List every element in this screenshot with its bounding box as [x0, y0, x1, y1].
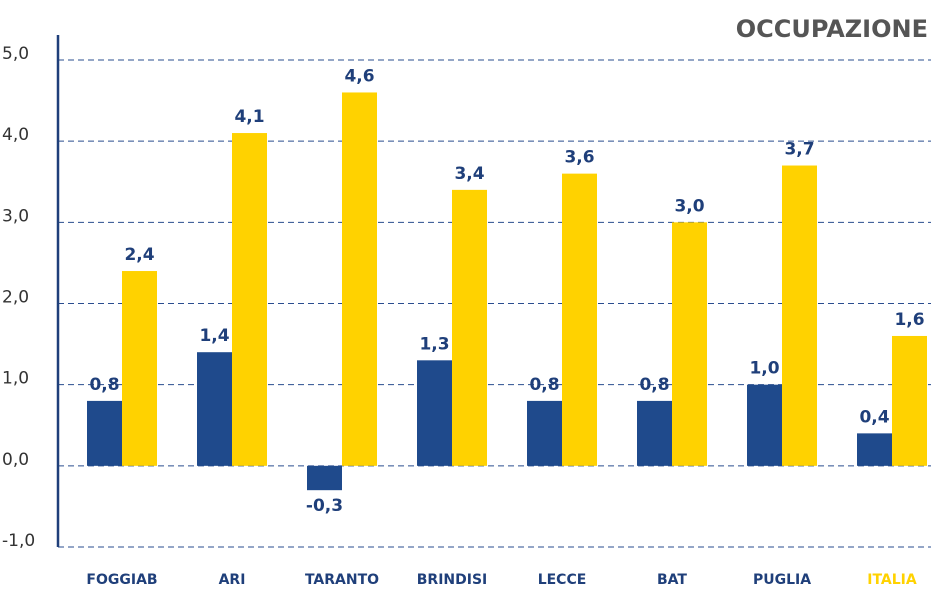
bar: [892, 335, 927, 466]
bar: [232, 133, 267, 466]
value-label: 3,6: [564, 148, 594, 168]
bar: [527, 400, 562, 466]
bar: [562, 173, 597, 466]
value-label: 3,7: [784, 140, 814, 160]
value-label: 2,4: [124, 245, 154, 265]
x-tick-label: BAT: [657, 572, 687, 588]
value-label: 4,6: [344, 66, 374, 86]
value-label: 1,0: [749, 359, 779, 379]
value-label: 3,0: [674, 196, 704, 216]
bar: [672, 222, 707, 466]
value-label: 4,1: [234, 107, 264, 127]
bar: [342, 92, 377, 466]
x-tick-label: BRINDISI: [417, 572, 488, 588]
value-label: -0,3: [306, 496, 343, 516]
x-tick-label: LECCE: [538, 572, 587, 588]
x-tick-label: ARI: [219, 572, 246, 588]
y-tick-label: 1,0: [2, 369, 29, 389]
y-tick-label: 4,0: [2, 125, 29, 145]
y-tick-label: 3,0: [2, 206, 29, 226]
x-tick-label: ITALIA: [867, 572, 917, 588]
y-tick-label: 0,0: [2, 450, 29, 470]
bar: [122, 271, 157, 466]
bar: [857, 433, 892, 466]
bar: [782, 165, 817, 466]
value-label: 1,4: [199, 326, 229, 346]
value-label: 0,8: [89, 375, 119, 395]
bar: [197, 352, 232, 466]
value-label: 0,4: [859, 407, 889, 427]
y-tick-label: -1,0: [2, 531, 35, 551]
value-label: 1,6: [894, 310, 924, 330]
value-label: 0,8: [639, 375, 669, 395]
bar: [637, 400, 672, 466]
y-tick-label: 5,0: [2, 44, 29, 64]
value-label: 3,4: [454, 164, 484, 184]
value-label: 0,8: [529, 375, 559, 395]
bar: [307, 465, 342, 491]
y-tick-label: 2,0: [2, 288, 29, 308]
chart-title: OCCUPAZIONE: [736, 15, 928, 43]
value-label: 1,3: [419, 334, 449, 354]
x-tick-label: PUGLIA: [753, 572, 811, 588]
bar: [452, 189, 487, 466]
x-tick-label: TARANTO: [305, 572, 379, 588]
bar: [417, 360, 452, 466]
bar: [87, 400, 122, 466]
bar: [747, 384, 782, 466]
x-tick-label: FOGGIAB: [86, 572, 157, 588]
